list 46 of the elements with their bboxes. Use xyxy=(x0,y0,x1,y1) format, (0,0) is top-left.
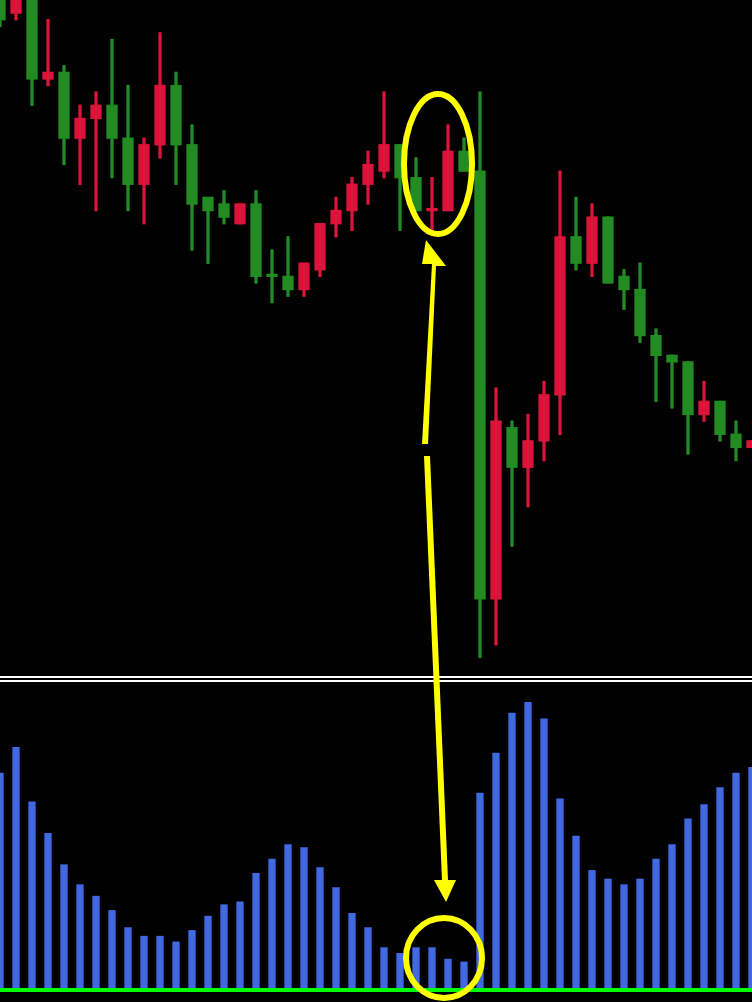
candlestick xyxy=(602,216,614,284)
bar xyxy=(12,747,20,988)
bar xyxy=(380,947,388,988)
bar xyxy=(204,915,212,988)
bar xyxy=(668,844,676,988)
bar xyxy=(732,772,740,988)
bar xyxy=(252,872,260,988)
bar xyxy=(348,912,356,988)
bar xyxy=(684,818,692,988)
bar xyxy=(268,858,276,988)
bar xyxy=(300,847,308,988)
candlestick xyxy=(234,203,246,225)
bar xyxy=(28,801,36,988)
bar xyxy=(652,858,660,988)
bar xyxy=(364,927,372,988)
bar xyxy=(60,864,68,988)
bar xyxy=(332,887,340,988)
bar xyxy=(124,927,132,988)
bar xyxy=(492,752,500,988)
bar xyxy=(716,787,724,988)
bar xyxy=(108,910,116,988)
bar xyxy=(700,804,708,988)
bar xyxy=(140,935,148,988)
bar xyxy=(396,953,404,988)
bar xyxy=(188,930,196,988)
bar xyxy=(76,884,84,988)
bar xyxy=(556,798,564,988)
bar xyxy=(636,878,644,988)
bar xyxy=(284,844,292,988)
bar xyxy=(508,712,516,988)
bar xyxy=(620,884,628,988)
bar xyxy=(588,870,596,988)
bar xyxy=(92,895,100,988)
bar xyxy=(44,832,52,988)
bar xyxy=(316,867,324,988)
bar xyxy=(428,947,436,988)
bar xyxy=(540,718,548,988)
bar xyxy=(524,702,532,988)
bar xyxy=(172,941,180,988)
bar xyxy=(604,878,612,988)
bar xyxy=(572,835,580,988)
bar xyxy=(220,904,228,988)
bar xyxy=(444,958,452,988)
bar xyxy=(156,935,164,988)
bar xyxy=(236,901,244,988)
bar xyxy=(460,961,468,988)
